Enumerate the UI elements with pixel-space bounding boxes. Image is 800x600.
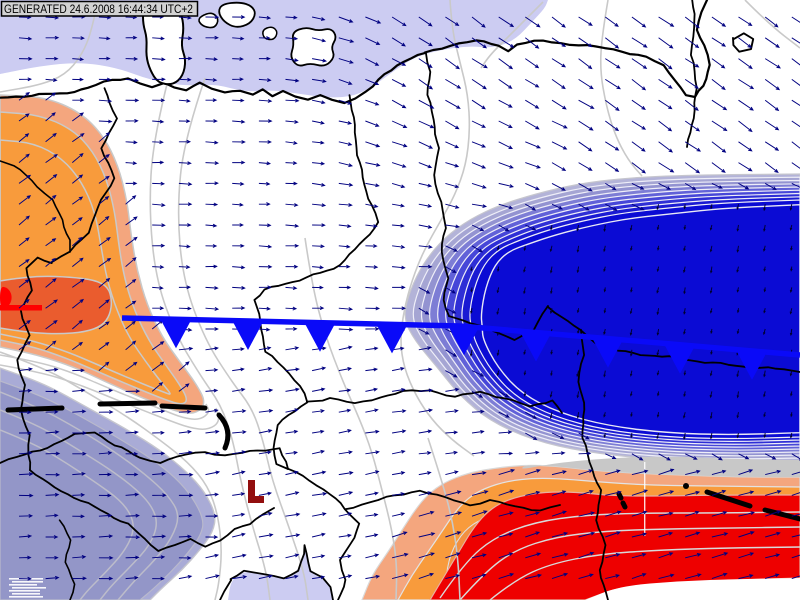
svg-text:GENERATED 24.6.2008 16:44:34 U: GENERATED 24.6.2008 16:44:34 UTC+2	[4, 4, 193, 16]
